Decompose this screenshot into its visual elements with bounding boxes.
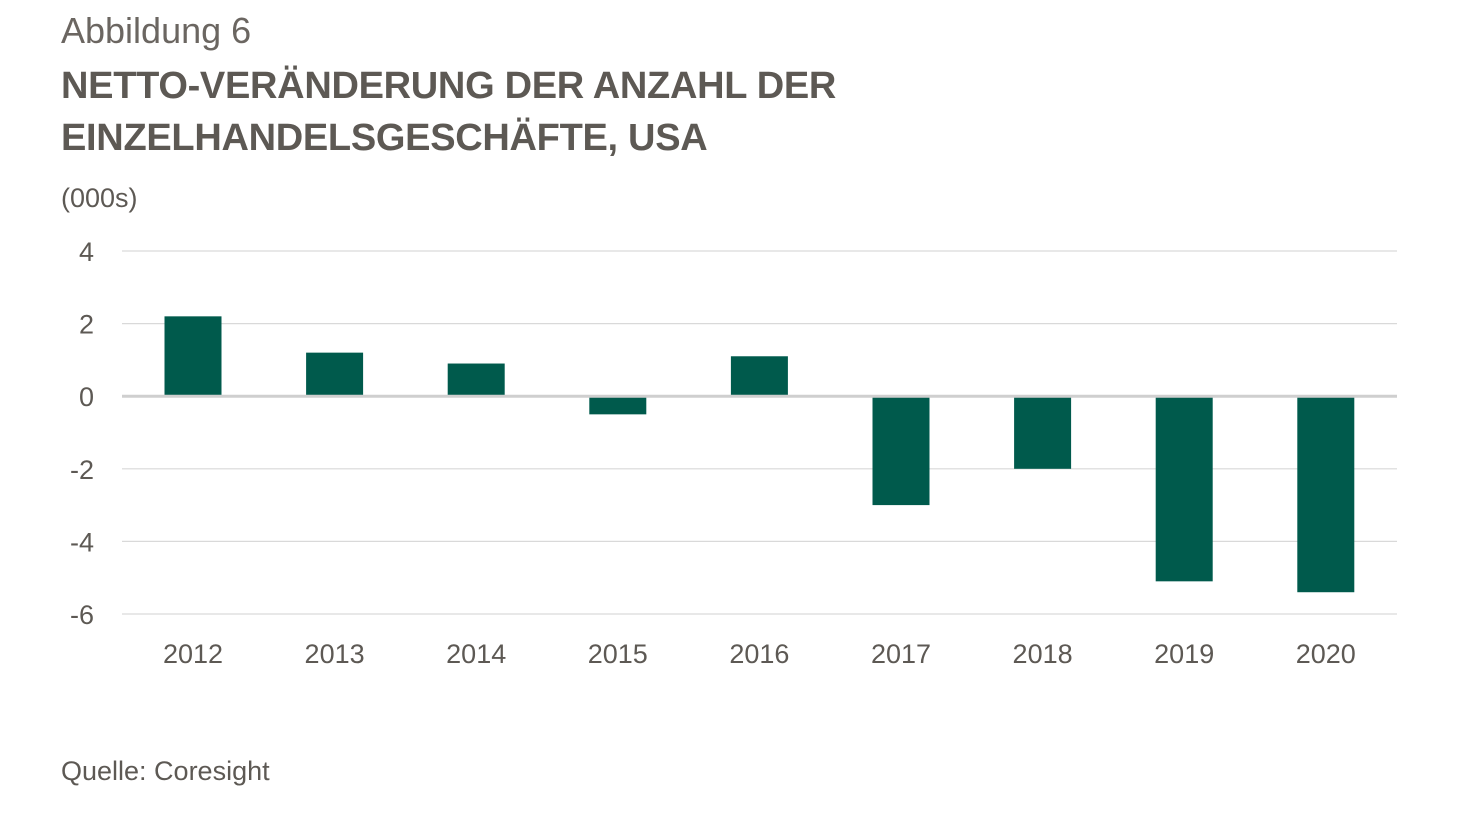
bar-2020	[1297, 396, 1355, 593]
x-tick-label: 2015	[588, 639, 648, 669]
y-tick-label: -2	[70, 455, 94, 485]
y-tick-label: -4	[70, 527, 94, 557]
bar-2015	[589, 396, 647, 415]
chart-title: NETTO-VERÄNDERUNG DER ANZAHL DER EINZELH…	[61, 65, 837, 159]
x-tick-label: 2018	[1013, 639, 1073, 669]
x-tick-label: 2014	[446, 639, 506, 669]
bar-2016	[730, 356, 788, 397]
x-tick-label: 2017	[871, 639, 931, 669]
bars	[164, 316, 1355, 593]
bar-2013	[306, 352, 364, 397]
y-tick-label: 0	[79, 382, 94, 412]
bar-2018	[1014, 396, 1072, 469]
y-tick-label: 4	[79, 237, 94, 267]
x-tick-label: 2012	[163, 639, 223, 669]
y-tick-label: -6	[70, 600, 94, 630]
y-axis-unit-label: (000s)	[61, 183, 138, 213]
bar-2012	[164, 316, 222, 397]
x-tick-label: 2020	[1296, 639, 1356, 669]
x-tick-label: 2019	[1154, 639, 1214, 669]
y-tick-label: 2	[79, 310, 94, 340]
bar-2019	[1155, 396, 1213, 582]
x-tick-label: 2013	[305, 639, 365, 669]
figure-label: Abbildung 6	[61, 10, 252, 51]
source-note: Quelle: Coresight	[61, 756, 270, 786]
bar-2014	[447, 363, 505, 397]
x-tick-label: 2016	[729, 639, 789, 669]
x-axis-ticks: 2012 2013 2014 2015 2016 2017 2018 2019 2020	[163, 639, 1356, 669]
y-axis-ticks: 4 2 0 -2 -4 -6	[70, 237, 94, 630]
bar-2017	[872, 396, 930, 506]
